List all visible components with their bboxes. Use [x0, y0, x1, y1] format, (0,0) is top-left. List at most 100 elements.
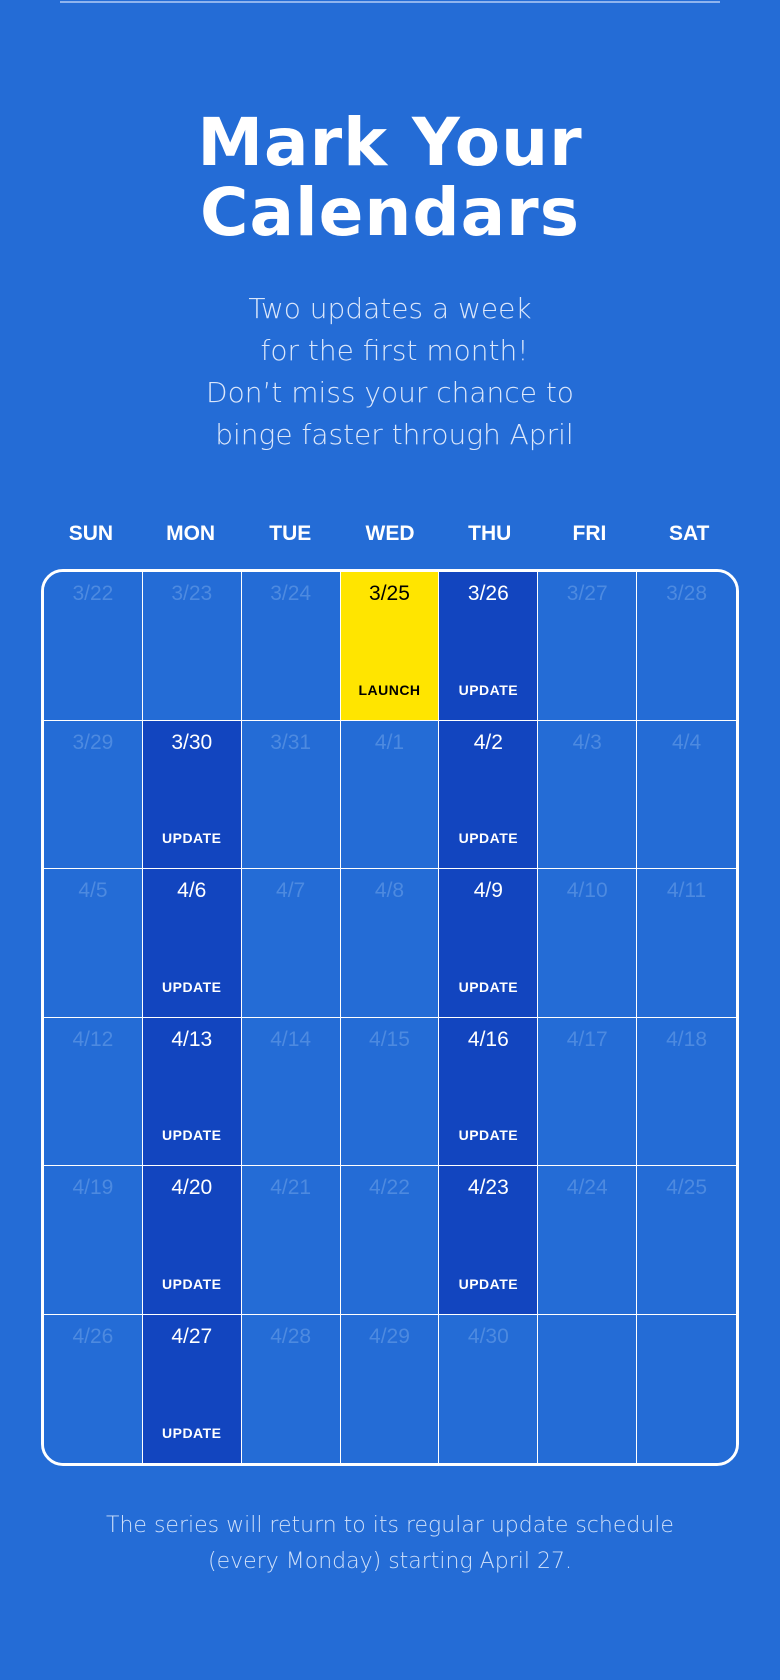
update-label: UPDATE [162, 1275, 222, 1292]
day-date: 3/23 [171, 582, 213, 605]
calendar-day: 4/13 UPDATE [142, 1017, 242, 1166]
calendar-day: 3/26 UPDATE [439, 572, 539, 721]
launch-label: LAUNCH [358, 681, 421, 698]
subtitle-line: for the first month! [251, 334, 529, 367]
day-date: 4/24 [566, 1176, 608, 1199]
footer-line: (every Monday) starting April 27. [208, 1549, 572, 1574]
calendar-day: 4/11 [637, 869, 736, 1018]
calendar-day: 4/3 [538, 720, 638, 869]
calendar-day: 4/29 [340, 1314, 440, 1463]
day-date: 4/11 [666, 879, 707, 902]
calendar-day: 4/14 [241, 1017, 341, 1166]
calendar-day: 4/26 [44, 1314, 143, 1463]
day-date: 3/31 [270, 730, 312, 754]
day-date: 3/27 [566, 582, 608, 605]
day-date: 4/6 [177, 879, 207, 902]
weekday-headers: SUN MON TUE WED THU FRI SAT [41, 522, 739, 546]
page-title: Mark Your Calendars [0, 108, 780, 248]
day-date: 3/26 [467, 582, 509, 605]
day-date: 4/22 [369, 1176, 410, 1199]
day-date: 3/22 [72, 582, 114, 605]
calendar-day [637, 1314, 736, 1463]
calendar-day: 4/10 [538, 869, 638, 1018]
day-date: 4/18 [666, 1027, 707, 1051]
day-date: 4/23 [467, 1176, 509, 1199]
calendar-day: 4/8 [340, 869, 440, 1018]
calendar-day: 4/21 [241, 1166, 341, 1315]
day-date: 4/20 [171, 1176, 213, 1199]
calendar-day: 4/28 [241, 1314, 341, 1463]
day-date: 4/12 [72, 1027, 114, 1051]
update-label: UPDATE [458, 681, 519, 698]
day-date: 3/30 [171, 730, 213, 754]
day-date: 4/14 [270, 1027, 312, 1051]
calendar-day: 4/17 [538, 1017, 638, 1166]
calendar-day: 3/22 [44, 572, 143, 721]
day-date: 4/30 [467, 1324, 509, 1348]
day-date: 4/3 [572, 730, 602, 754]
weekday-fri: FRI [572, 522, 607, 545]
calendar-day: 3/23 [142, 572, 242, 721]
calendar-day [538, 1314, 638, 1463]
day-date: 4/19 [72, 1176, 114, 1199]
calendar-day: 4/5 [44, 869, 143, 1018]
day-date: 3/28 [666, 582, 707, 605]
calendar-day: 4/15 [340, 1017, 440, 1166]
footer-line: The series will return to its regular up… [106, 1513, 674, 1538]
day-date: 4/2 [473, 730, 503, 754]
calendar-day: 4/23 UPDATE [439, 1166, 539, 1315]
calendar-day: 3/30 UPDATE [142, 720, 242, 869]
subtitle-line: Don’t miss your chance to [206, 376, 574, 409]
calendar-day: 4/4 [637, 720, 736, 869]
day-date: 4/4 [671, 730, 702, 754]
weekday-wed: WED [365, 522, 415, 545]
day-date: 4/25 [666, 1176, 707, 1199]
update-label: UPDATE [162, 978, 222, 995]
calendar-day: 3/28 [637, 572, 736, 721]
calendar-day: 4/19 [44, 1166, 143, 1315]
weekday-sun: SUN [68, 522, 114, 545]
day-date: 4/10 [566, 879, 608, 902]
day-date: 4/13 [171, 1027, 213, 1051]
day-date: 3/29 [72, 730, 114, 754]
day-date: 4/7 [276, 879, 306, 902]
calendar-day: 4/16 UPDATE [439, 1017, 539, 1166]
day-date: 4/1 [374, 730, 405, 754]
update-label: UPDATE [458, 1275, 519, 1292]
calendar-day: 4/12 [44, 1017, 143, 1166]
divider-line [60, 1, 720, 3]
day-date: 3/24 [270, 582, 312, 605]
day-date: 3/25 [369, 582, 410, 605]
day-date: 4/26 [72, 1324, 114, 1348]
calendar-day: 4/24 [538, 1166, 638, 1315]
day-date: 4/21 [270, 1176, 312, 1199]
update-label: UPDATE [458, 1127, 519, 1143]
weekday-tue: TUE [269, 522, 312, 545]
calendar-day: 4/9 UPDATE [439, 869, 539, 1018]
calendar-grid: 3/22 3/23 3/24 3/25 LAUNCH 3/26 UPDATE 3/27 3/28… [41, 569, 739, 1466]
day-date: 4/27 [171, 1324, 213, 1348]
update-label: UPDATE [162, 1127, 222, 1143]
calendar-day: 4/30 [439, 1314, 539, 1463]
calendar-day: 4/27 UPDATE [142, 1314, 242, 1463]
footer-note: The series will return to its regular up… [0, 1508, 780, 1580]
update-label: UPDATE [162, 1425, 222, 1441]
calendar-day: 3/31 [241, 720, 341, 869]
weekday-thu: THU [468, 522, 512, 545]
weekday-sat: SAT [668, 522, 710, 545]
day-date: 4/9 [473, 879, 503, 902]
calendar-day: 4/2 UPDATE [439, 720, 539, 869]
update-label: UPDATE [162, 830, 222, 846]
subtitle-line: Two updates a week [248, 292, 532, 325]
day-date: 4/28 [270, 1324, 312, 1348]
title-line: Calendars [200, 174, 580, 251]
subtitle: Two updates a week for the first month! … [0, 288, 780, 456]
weekday-mon: MON [166, 522, 216, 545]
day-date: 4/29 [369, 1324, 410, 1348]
calendar-day: 4/6 UPDATE [142, 869, 242, 1018]
subtitle-line: binge faster through April [206, 418, 574, 451]
calendar-day: 4/22 [340, 1166, 440, 1315]
day-date: 4/15 [369, 1027, 410, 1051]
calendar-day: 4/18 [637, 1017, 736, 1166]
calendar-day: 3/24 [241, 572, 341, 721]
